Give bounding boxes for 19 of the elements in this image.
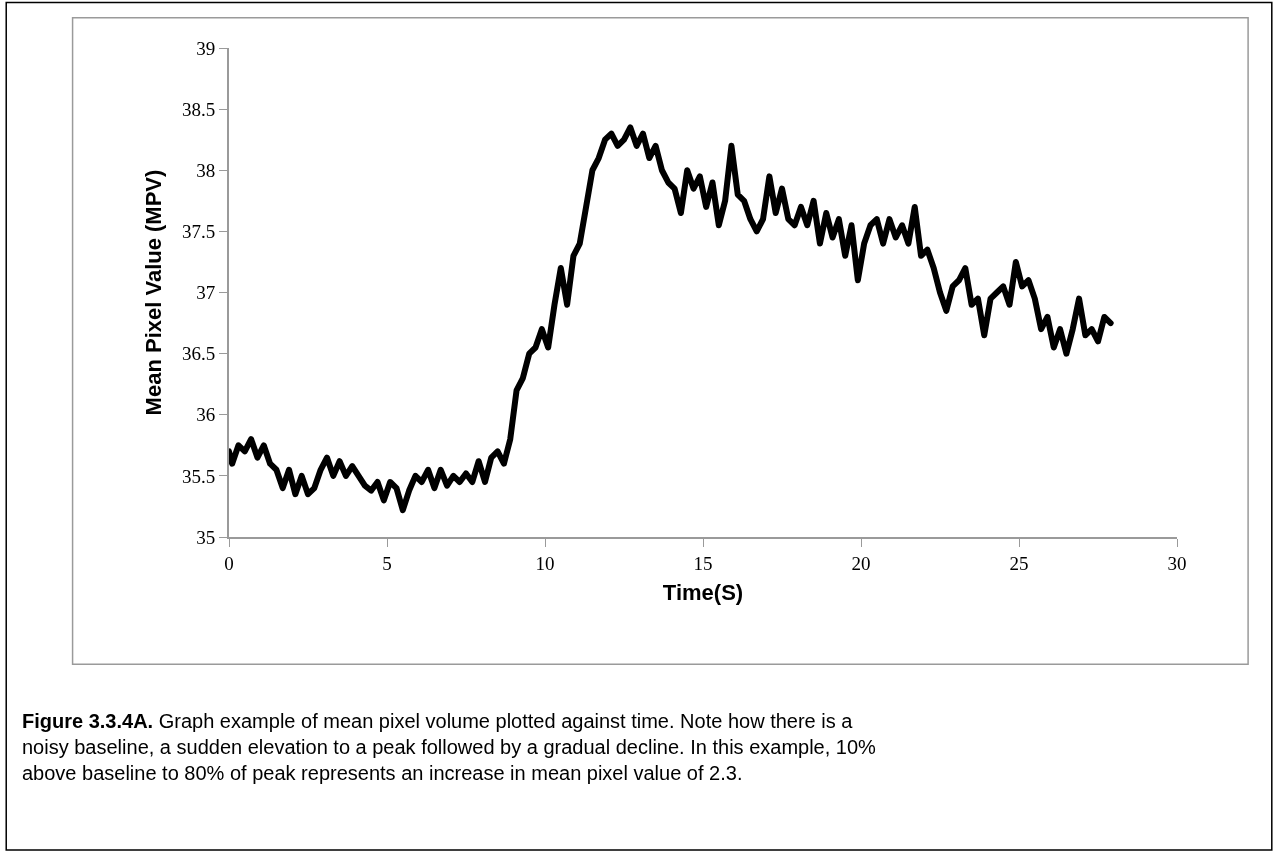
x-tick-label: 0 (224, 552, 234, 574)
x-axis-title: Time(S) (662, 580, 744, 606)
y-tick-label: 35 (196, 526, 216, 548)
y-tick-label: 38 (196, 159, 216, 181)
y-tick-label: 37 (196, 282, 216, 304)
x-tick-label: 10 (535, 552, 555, 574)
y-tick-label: 36.5 (181, 343, 216, 365)
x-tick-label: 5 (382, 552, 392, 574)
y-tick-label: 38.5 (181, 98, 216, 120)
x-tick-label: 20 (851, 552, 871, 574)
x-tick-label: 25 (1009, 552, 1029, 574)
y-tick-label: 35.5 (181, 465, 216, 487)
y-tick-label: 39 (196, 37, 216, 59)
x-tick-label: 30 (1167, 552, 1187, 574)
y-axis-title: Mean Pixel Value (MPV) (141, 169, 167, 416)
x-tick-label: 15 (693, 552, 713, 574)
y-tick-label: 36 (196, 404, 216, 426)
caption: Figure 3.3.4A. Graph example of mean pixel volume plotted against time. Note how there is a noisy baseline, a sudden elevation to a peak followed by a gradual decline. In this example, 10% above baseline to 80% of peak represents an increase in mean pixel value of 2.3. (22, 710, 877, 784)
y-tick-label: 37.5 (181, 221, 216, 243)
